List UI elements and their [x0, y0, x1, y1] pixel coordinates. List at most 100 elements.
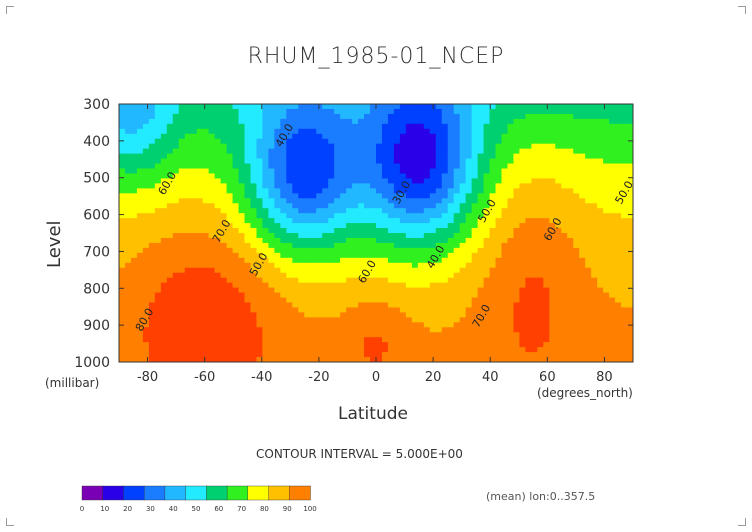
contour-cell — [459, 287, 467, 294]
contour-cell — [405, 252, 413, 259]
contour-cell — [136, 153, 144, 160]
contour-cell — [561, 208, 568, 214]
contour-cell — [621, 262, 628, 269]
contour-cell — [166, 292, 174, 299]
contour-cell — [429, 193, 437, 199]
contour-cell — [232, 123, 240, 130]
contour-cell — [543, 178, 550, 184]
contour-cell — [543, 282, 550, 289]
contour-cell — [591, 287, 598, 294]
contour-cell — [603, 133, 610, 140]
contour-cell — [119, 312, 126, 318]
contour-cell — [615, 108, 622, 115]
contour-cell — [591, 178, 598, 184]
contour-cell — [262, 113, 270, 120]
contour-cell — [519, 108, 527, 115]
contour-cell — [148, 113, 156, 120]
contour-cell — [459, 357, 467, 362]
contour-cell — [615, 168, 622, 175]
contour-cell — [387, 307, 395, 313]
contour-cell — [519, 188, 527, 194]
contour-cell — [136, 322, 144, 328]
contour-cell — [274, 118, 281, 125]
contour-cell — [346, 332, 353, 338]
contour-cell — [280, 148, 287, 155]
contour-cell — [597, 158, 604, 165]
contour-cell — [298, 292, 305, 299]
contour-cell — [393, 242, 401, 249]
contour-cell — [537, 312, 544, 318]
contour-cell — [256, 322, 264, 328]
contour-cell — [190, 282, 198, 289]
contour-cell — [453, 247, 461, 254]
contour-cell — [411, 168, 419, 175]
contour-cell — [537, 357, 544, 362]
contour-cell — [322, 228, 329, 234]
contour-cell — [160, 317, 168, 323]
contour-cell — [202, 138, 210, 145]
contour-cell — [435, 272, 443, 279]
contour-cell — [346, 317, 353, 323]
contour-cell — [495, 128, 503, 135]
contour-cell — [316, 352, 323, 358]
contour-cell — [435, 267, 443, 274]
contour-cell — [399, 352, 407, 358]
contour-cell — [549, 168, 556, 175]
contour-cell — [184, 203, 192, 209]
contour-cell — [352, 198, 359, 204]
contour-cell — [166, 347, 174, 353]
contour-cell — [447, 104, 455, 110]
contour-cell — [549, 213, 556, 219]
contour-cell — [154, 188, 162, 194]
contour-cell — [154, 242, 162, 249]
contour-cell — [292, 113, 299, 120]
contour-cell — [627, 302, 633, 309]
contour-cell — [441, 128, 449, 135]
contour-cell — [423, 307, 431, 313]
contour-cell — [609, 297, 616, 304]
contour-cell — [166, 203, 174, 209]
contour-cell — [346, 138, 353, 145]
contour-cell — [184, 178, 192, 184]
contour-cell — [244, 218, 252, 224]
contour-cell — [405, 327, 413, 333]
colorbar-swatch — [81, 485, 104, 501]
contour-cell — [525, 218, 532, 224]
contour-cell — [160, 272, 168, 279]
contour-cell — [579, 193, 586, 199]
contour-cell — [555, 242, 562, 249]
contour-cell — [364, 138, 371, 145]
contour-cell — [274, 158, 281, 165]
contour-cell — [178, 128, 186, 135]
contour-cell — [352, 188, 359, 194]
contour-cell — [124, 252, 132, 259]
contour-cell — [286, 198, 293, 204]
contour-cell — [537, 223, 544, 229]
contour-cell — [399, 148, 407, 155]
contour-cell — [471, 297, 479, 304]
contour-cell — [549, 113, 556, 120]
contour-cell — [322, 218, 329, 224]
contour-cell — [441, 198, 449, 204]
contour-cell — [567, 123, 574, 130]
contour-cell — [483, 302, 491, 309]
contour-cell — [304, 337, 311, 343]
contour-cell — [226, 297, 234, 304]
contour-cell — [334, 108, 341, 115]
contour-cell — [178, 272, 186, 279]
contour-cell — [591, 302, 598, 309]
contour-cell — [531, 178, 538, 184]
contour-cell — [549, 317, 556, 323]
contour-cell — [429, 188, 437, 194]
contour-cell — [585, 292, 592, 299]
contour-cell — [591, 342, 598, 348]
contour-cell — [405, 108, 413, 115]
contour-cell — [513, 138, 521, 145]
contour-cell — [567, 193, 574, 199]
contour-cell — [411, 297, 419, 304]
contour-cell — [477, 108, 485, 115]
contour-cell — [310, 327, 317, 333]
contour-cell — [579, 178, 586, 184]
contour-cell — [280, 342, 287, 348]
contour-cell — [190, 208, 198, 214]
